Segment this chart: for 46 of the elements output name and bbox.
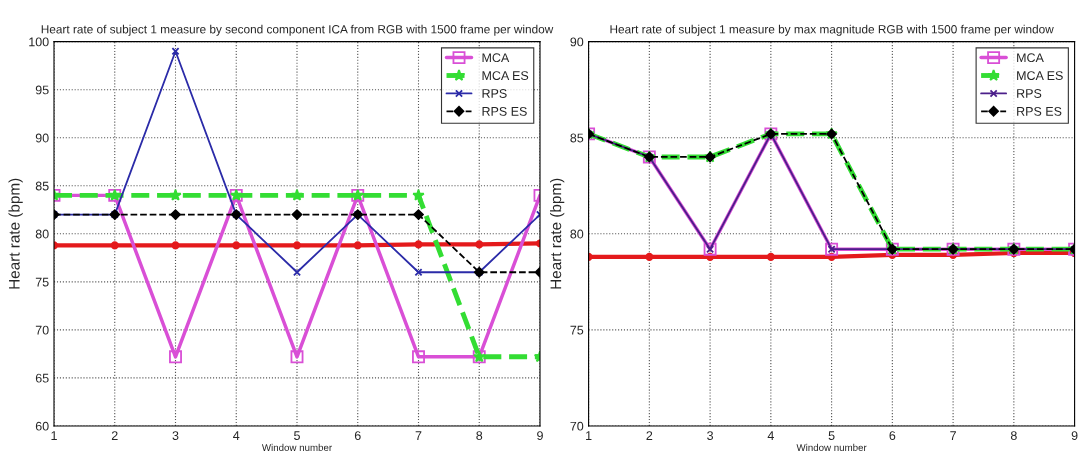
legend-label: MCA ES: [482, 71, 529, 80]
legend-label: MCA: [482, 53, 510, 63]
x-axis-title: Window number: [261, 443, 332, 451]
x-tick-label: 8: [1010, 431, 1017, 440]
x-tick-label: 7: [950, 431, 956, 440]
x-tick-label: 9: [1071, 431, 1078, 440]
y-tick-label: 85: [35, 181, 49, 191]
x-tick-label: 8: [476, 431, 483, 440]
x-tick-label: 6: [889, 431, 896, 440]
x-tick-label: 4: [233, 431, 240, 440]
x-axis-title: Window number: [796, 443, 867, 451]
legend-label: RPS: [482, 89, 507, 98]
x-tick-label: 3: [172, 431, 179, 440]
x-tick-label: 3: [707, 431, 714, 440]
y-tick-label: 60: [35, 421, 49, 431]
y-tick-label: 80: [35, 229, 49, 239]
legend-label: RPS: [1017, 89, 1042, 98]
y-tick-label: 95: [35, 85, 49, 95]
x-tick-label: 6: [354, 431, 361, 440]
x-tick-label: 2: [111, 431, 118, 440]
legend-label: RPS ES: [1017, 106, 1062, 116]
legend-label: MCA ES: [1017, 71, 1063, 80]
x-tick-label: 1: [51, 431, 57, 440]
chart-title: Heart rate of subject 1 measure by max magnitude RGB with 1500 frame per window: [610, 24, 1054, 36]
y-tick-label: 100: [29, 37, 49, 47]
y-tick-label: 65: [35, 373, 49, 383]
x-tick-label: 7: [415, 431, 422, 440]
y-tick-label: 75: [35, 277, 49, 287]
x-tick-label: 5: [828, 431, 835, 440]
x-tick-label: 9: [537, 431, 543, 440]
y-tick-label: 85: [570, 133, 584, 143]
legend-label: RPS ES: [482, 106, 527, 116]
y-tick-label: 90: [570, 37, 584, 47]
x-tick-label: 4: [767, 431, 774, 440]
y-tick-label: 70: [35, 325, 49, 335]
legend-label: MCA: [1017, 53, 1044, 63]
y-tick-label: 70: [570, 421, 584, 431]
y-tick-label: 80: [570, 229, 584, 239]
y-tick-label: 75: [570, 325, 584, 335]
chart-title: Heart rate of subject 1 measure by second component ICA from RGB with 1500 frame per window: [41, 24, 554, 36]
x-tick-label: 1: [586, 431, 592, 440]
x-tick-label: 2: [646, 431, 653, 440]
y-axis-title: Heart rate (bpm): [550, 178, 565, 289]
y-axis-title: Heart rate (bpm): [8, 178, 23, 289]
x-tick-label: 5: [294, 431, 300, 440]
y-tick-label: 90: [35, 133, 49, 143]
